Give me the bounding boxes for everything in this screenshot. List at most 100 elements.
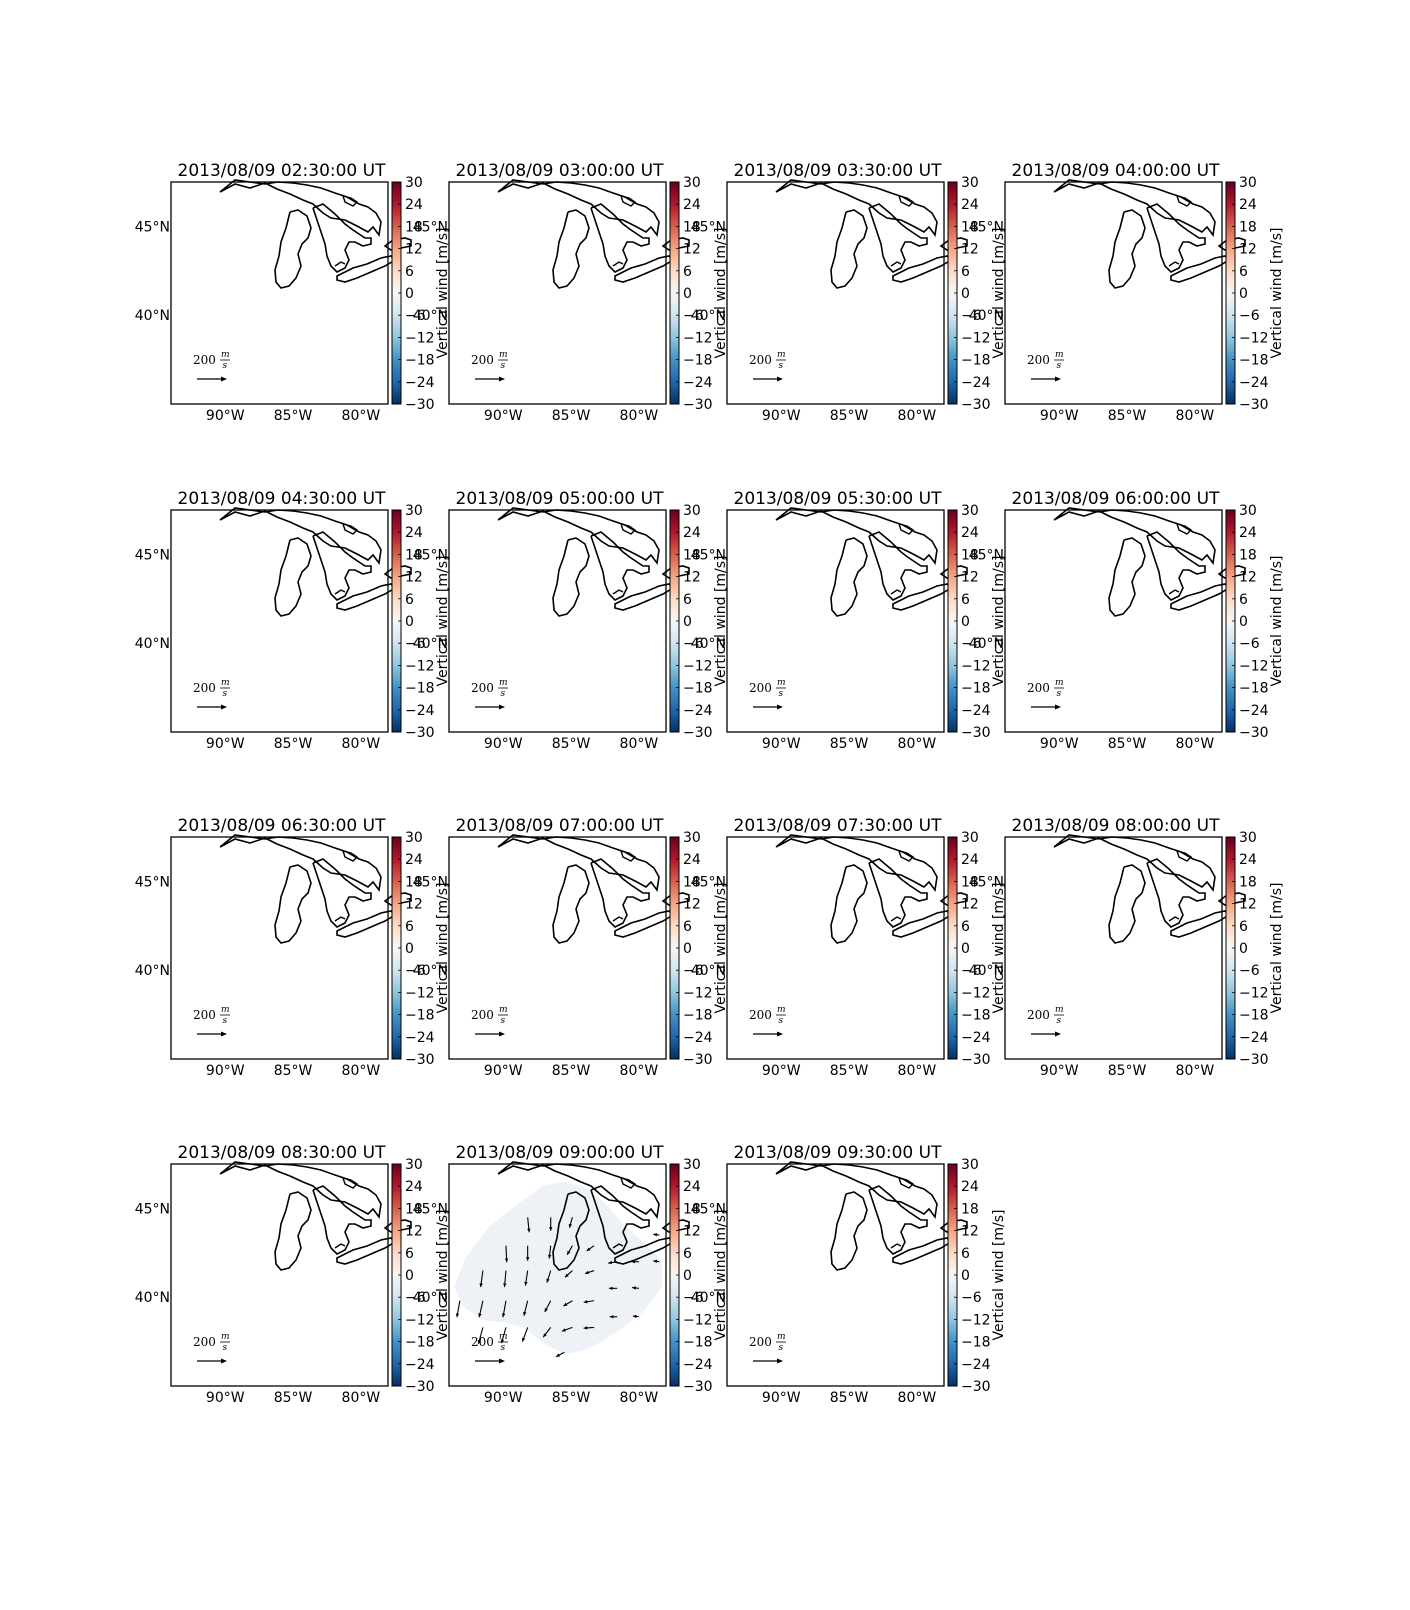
reference-vector-label: 200 (1027, 353, 1050, 367)
longitude-tick-label: 90°W (1040, 736, 1079, 752)
longitude-tick-label: 85°W (552, 736, 591, 752)
longitude-tick-label: 85°W (274, 1063, 313, 1079)
longitude-tick-label: 80°W (898, 1063, 937, 1079)
colorbar-tick-label: 6 (683, 919, 692, 935)
colorbar-tick-label: −18 (961, 1008, 991, 1024)
colorbar-tick-label: −6 (405, 963, 426, 979)
colorbar-axis-label: Vertical wind [m/s] (991, 883, 1007, 1014)
reference-vector-label: 200 (471, 1335, 494, 1349)
reference-unit-denominator: s (779, 689, 784, 699)
reference-vector-label: 200 (471, 353, 494, 367)
reference-vector: 200 ms (193, 1332, 230, 1364)
longitude-tick-label: 85°W (830, 408, 869, 424)
colorbar-tick-label: −12 (405, 985, 435, 1001)
colorbar-tick-label: −24 (1239, 703, 1269, 719)
colorbar-tick-label: 18 (405, 547, 423, 563)
map-background (171, 510, 388, 732)
colorbar-tick-label: −6 (1239, 308, 1260, 324)
colorbar-tick-label: 24 (683, 525, 701, 541)
wind-vector (632, 1314, 639, 1319)
colorbar-tick-label: −12 (405, 658, 435, 674)
colorbar-tick-label: −6 (683, 963, 704, 979)
reference-vector: 200 ms (749, 678, 786, 710)
colorbar-tick-label: −18 (683, 681, 713, 697)
colorbar-tick-label: 30 (683, 175, 701, 191)
colorbar-tick-label: 12 (1239, 242, 1257, 258)
reference-unit-numerator: m (221, 1005, 230, 1015)
reference-vector-label: 200 (749, 1335, 772, 1349)
reference-vector-label: 200 (193, 1335, 216, 1349)
colorbar-tick-label: −30 (683, 1379, 713, 1395)
colorbar-tick-label: 12 (405, 242, 423, 258)
colorbar-tick-label: −6 (683, 636, 704, 652)
map-panel: 2013/08/09 05:30:00 UT 200 ms 90°W 85°W 80°W 4… (691, 489, 1007, 752)
wind-vector (561, 1326, 573, 1332)
colorbar-tick-label: −12 (405, 330, 435, 346)
colorbar-tick-label: −30 (683, 397, 713, 413)
colorbar-tick-label: 6 (683, 264, 692, 280)
reference-vector: 200 ms (749, 350, 786, 382)
wind-vector (568, 1217, 573, 1228)
map-panel: 2013/08/09 03:00:00 UT 200 ms 90°W 85°W 80°W 4… (413, 161, 729, 424)
reference-vector: 200 ms (193, 350, 230, 382)
reference-arrow-head (777, 1031, 783, 1037)
colorbar-tick-label: 24 (1239, 852, 1257, 868)
colorbar-axis-label: Vertical wind [m/s] (435, 228, 451, 359)
map-frame (170, 509, 389, 733)
latitude-tick-label: 45°N (969, 547, 1004, 563)
reference-vector: 200 ms (471, 678, 508, 710)
panel-title: 2013/08/09 09:00:00 UT (456, 1143, 665, 1163)
wind-vector (586, 1245, 595, 1252)
reference-arrow-head (1055, 1031, 1061, 1037)
colorbar-tick-label: 12 (1239, 897, 1257, 913)
colorbar-tick-label: −30 (961, 725, 991, 741)
latitude-tick-label: 40°N (413, 636, 448, 652)
colorbar-tick-label: 24 (405, 852, 423, 868)
colorbar-tick-label: −24 (961, 703, 991, 719)
colorbar-axis-label: Vertical wind [m/s] (991, 228, 1007, 359)
longitude-tick-label: 80°W (620, 1063, 659, 1079)
map-panel: 2013/08/09 07:00:00 UT 200 ms 90°W 85°W 80°W 4… (413, 816, 729, 1079)
colorbar-tick-label: 6 (405, 1246, 414, 1262)
wind-vector (521, 1327, 529, 1342)
panel-title: 2013/08/09 02:30:00 UT (178, 161, 387, 181)
reference-vector-label: 200 (1027, 681, 1050, 695)
longitude-tick-label: 85°W (552, 1063, 591, 1079)
map-panel: 2013/08/09 08:30:00 UT 200 ms 90°W 85°W 80°W 4… (135, 1143, 451, 1406)
reference-vector-label: 200 (749, 1008, 772, 1022)
colorbar-tick-label: −12 (961, 985, 991, 1001)
wind-vectors (455, 1217, 660, 1358)
map-background (449, 837, 666, 1059)
reference-unit-numerator: m (499, 1332, 508, 1342)
colorbar-tick-label: 12 (405, 570, 423, 586)
colorbar-tick-label: −24 (1239, 1030, 1269, 1046)
colorbar-tick-label: −18 (405, 353, 435, 369)
reference-vector-label: 200 (749, 353, 772, 367)
colorbar-tick-label: −6 (961, 308, 982, 324)
reference-arrow-head (499, 376, 505, 382)
colorbar-tick-label: −30 (961, 1379, 991, 1395)
reference-arrow-head (777, 704, 783, 710)
colorbar-tick-label: −30 (683, 1052, 713, 1068)
colorbar-tick-label: −18 (1239, 353, 1269, 369)
map-panel: 2013/08/09 03:30:00 UT 200 ms 90°W 85°W 80°W 4… (691, 161, 1007, 424)
reference-vector: 200 ms (749, 1005, 786, 1037)
colorbar-tick-label: −12 (1239, 658, 1269, 674)
reference-unit-denominator: s (1057, 689, 1062, 699)
wind-vector (503, 1270, 507, 1288)
wind-vector (547, 1245, 552, 1259)
map-frame (1004, 509, 1223, 733)
map-background (171, 837, 388, 1059)
colorbar-tick-label: −30 (683, 725, 713, 741)
colorbar-tick-label: −30 (1239, 397, 1269, 413)
map-frame (726, 1163, 945, 1387)
latitude-tick-label: 40°N (969, 308, 1004, 324)
map-background (1005, 510, 1222, 732)
colorbar-tick-label: 0 (405, 286, 414, 302)
reference-unit-denominator: s (779, 1343, 784, 1353)
colorbar-tick-label: −24 (961, 375, 991, 391)
colorbar-tick-label: −6 (961, 1290, 982, 1306)
latitude-tick-label: 45°N (413, 874, 448, 890)
colorbar-tick-label: 30 (405, 1157, 423, 1173)
map-panel: 2013/08/09 09:30:00 UT 200 ms 90°W 85°W 80°W 4… (691, 1143, 1007, 1406)
